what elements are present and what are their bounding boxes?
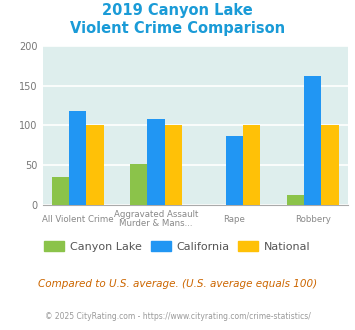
Bar [86,125,104,205]
Bar [226,136,243,205]
Bar [147,119,165,205]
Text: Rape: Rape [223,214,245,223]
Bar [130,164,147,205]
Bar [304,76,321,205]
Bar [321,125,339,205]
Text: Robbery: Robbery [295,214,331,223]
Text: Compared to U.S. average. (U.S. average equals 100): Compared to U.S. average. (U.S. average … [38,279,317,289]
Text: 2019 Canyon Lake: 2019 Canyon Lake [102,3,253,18]
Bar [69,111,86,205]
Bar [243,125,260,205]
Bar [287,195,304,205]
Text: All Violent Crime: All Violent Crime [42,214,114,223]
Legend: Canyon Lake, California, National: Canyon Lake, California, National [40,237,315,256]
Text: Violent Crime Comparison: Violent Crime Comparison [70,21,285,36]
Bar [165,125,182,205]
Text: Aggravated Assault: Aggravated Assault [114,210,198,218]
Text: © 2025 CityRating.com - https://www.cityrating.com/crime-statistics/: © 2025 CityRating.com - https://www.city… [45,312,310,321]
Text: Murder & Mans...: Murder & Mans... [119,219,193,228]
Bar [52,177,69,205]
